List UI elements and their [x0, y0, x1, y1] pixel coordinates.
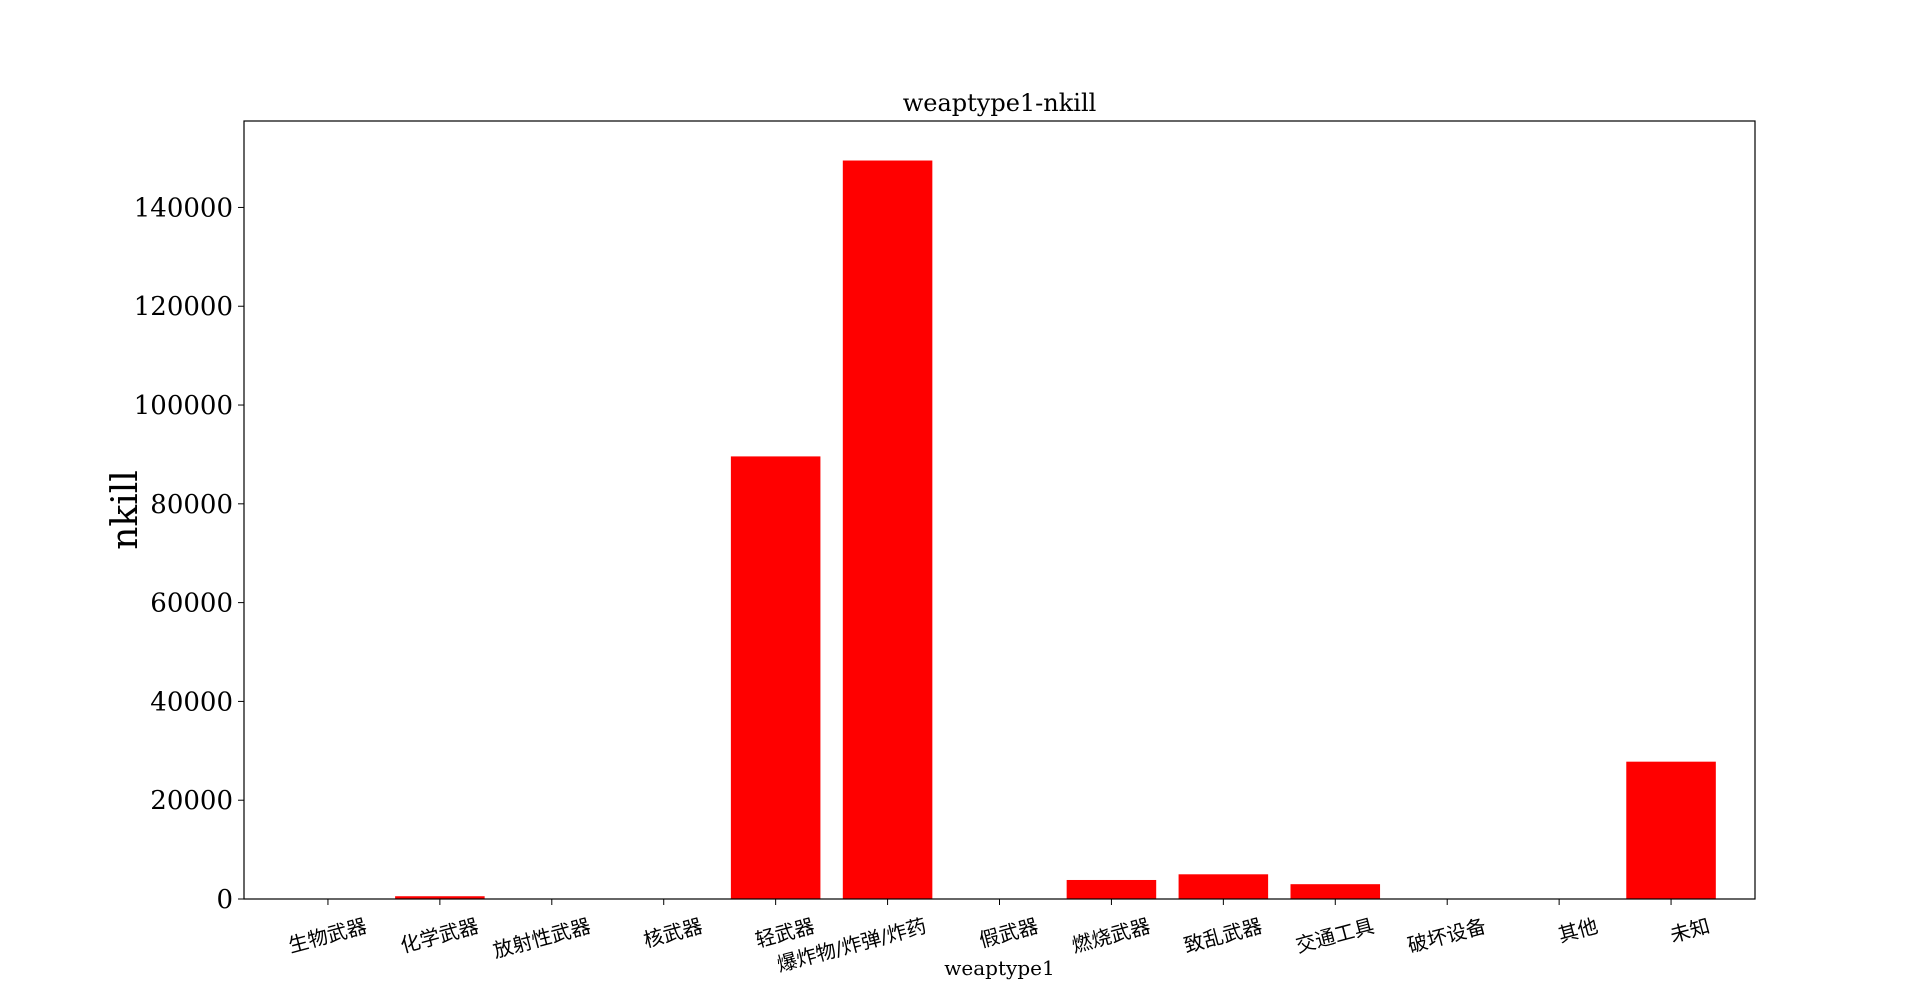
- bar: [1626, 762, 1716, 899]
- bar: [1179, 874, 1269, 899]
- y-axis-label: nkill: [105, 470, 146, 550]
- y-tick-label: 140000: [134, 193, 233, 223]
- y-tick-label: 20000: [150, 786, 233, 816]
- bar: [1291, 884, 1381, 899]
- y-tick-label: 100000: [134, 391, 233, 421]
- y-tick-label: 60000: [150, 589, 233, 619]
- y-tick-label: 0: [216, 885, 233, 915]
- bar: [843, 161, 933, 899]
- bar: [731, 456, 821, 899]
- y-tick-label: 40000: [150, 687, 233, 717]
- y-tick-label: 80000: [150, 490, 233, 520]
- x-axis-label: weaptype1: [944, 956, 1054, 980]
- bar: [1067, 880, 1157, 899]
- chart-title: weaptype1-nkill: [903, 89, 1097, 117]
- y-tick-label: 120000: [134, 292, 233, 322]
